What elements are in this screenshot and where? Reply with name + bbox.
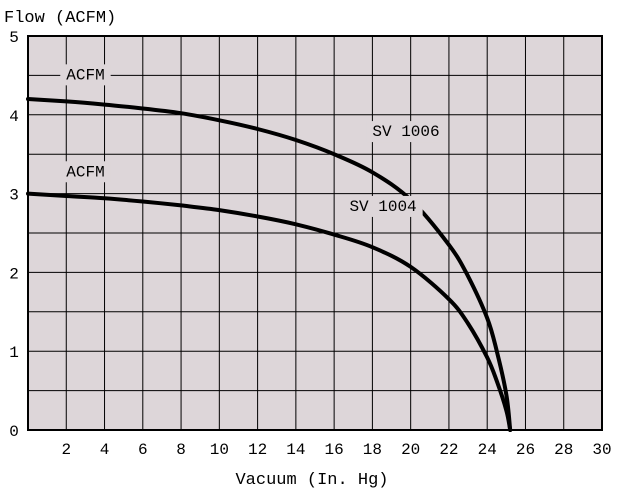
annotation: SV 1004: [343, 195, 423, 217]
annotation-background: [60, 64, 111, 86]
grid-lines: [28, 36, 602, 430]
x-tick-label: 10: [210, 441, 229, 459]
x-axis-title: Vacuum (In. Hg): [235, 471, 388, 490]
y-axis-title: Flow (ACFM): [4, 9, 116, 28]
y-tick-labels: 0 1 2 3 4 5: [9, 29, 19, 441]
annotation-background: [343, 195, 423, 217]
y-tick-label: 0: [9, 423, 19, 441]
x-tick-label: 12: [248, 441, 267, 459]
x-tick-label: 16: [325, 441, 344, 459]
annotation: ACFM: [60, 64, 111, 86]
x-tick-label: 2: [61, 441, 71, 459]
x-tick-label: 14: [286, 441, 305, 459]
x-tick-label: 30: [592, 441, 611, 459]
x-tick-label: 18: [363, 441, 382, 459]
x-tick-label: 26: [516, 441, 535, 459]
x-tick-label: 6: [138, 441, 148, 459]
annotations: ACFM ACFM SV 1006 SV 1004: [60, 64, 446, 217]
x-tick-label: 4: [100, 441, 110, 459]
x-tick-label: 20: [401, 441, 420, 459]
y-tick-label: 3: [9, 187, 19, 205]
series-line-sv-1006: [26, 97, 513, 432]
annotation-background: [60, 161, 111, 183]
x-tick-label: 28: [554, 441, 573, 459]
y-tick-label: 4: [9, 108, 19, 126]
x-tick-label: 24: [478, 441, 497, 459]
x-tick-labels: 2 4 6 8 10 12 14 16 18 20 22 24 26 28 30: [61, 441, 611, 459]
plot-frame: [27, 35, 603, 431]
annotation: ACFM: [60, 161, 111, 183]
x-tick-label: 8: [176, 441, 186, 459]
series-line-sv-1004: [26, 191, 513, 432]
annotation: SV 1006: [366, 121, 446, 143]
y-tick-label: 2: [9, 265, 19, 283]
series-lines: [26, 97, 513, 432]
annotation-text: SV 1004: [349, 198, 416, 216]
annotation-text: ACFM: [66, 163, 104, 181]
y-tick-label: 1: [9, 344, 19, 362]
y-tick-label: 5: [9, 29, 19, 47]
annotation-text: ACFM: [66, 66, 104, 84]
annotation-text: SV 1006: [372, 123, 439, 141]
annotation-background: [366, 121, 446, 143]
x-tick-label: 22: [439, 441, 458, 459]
